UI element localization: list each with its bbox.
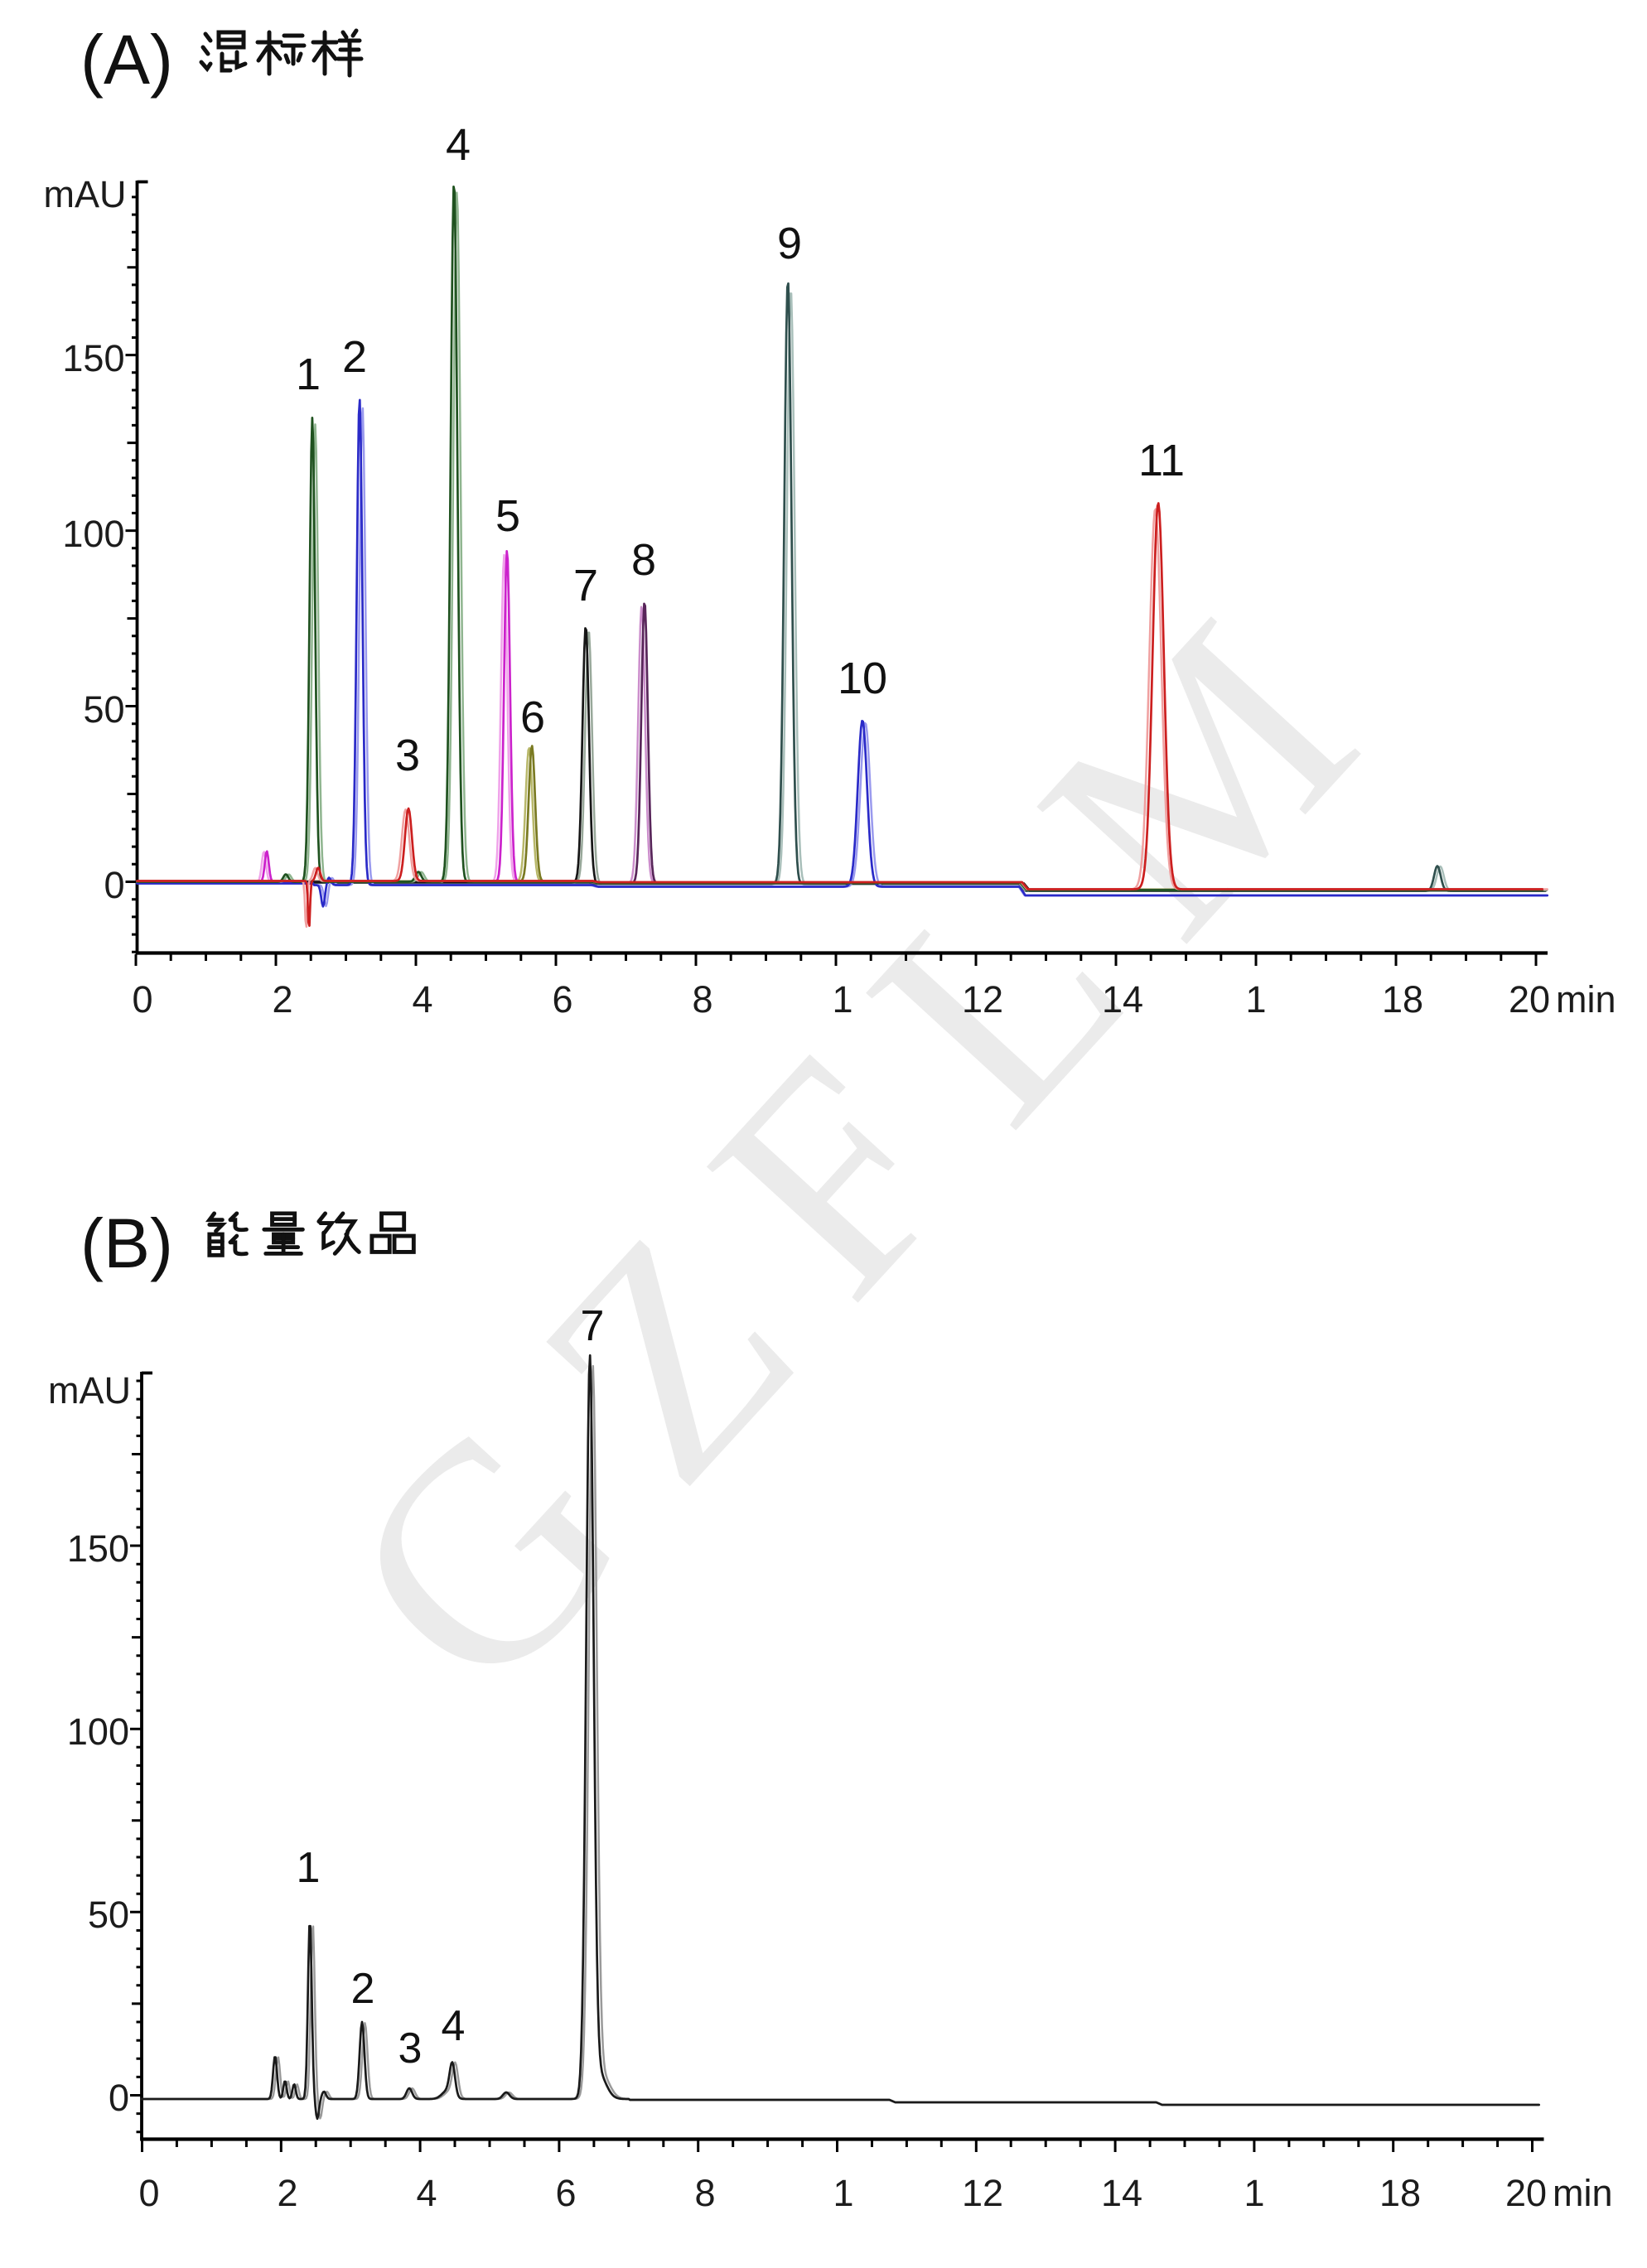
- svg-text:50: 50: [88, 1894, 129, 1936]
- svg-text:12: 12: [962, 2172, 1003, 2214]
- svg-text:7: 7: [581, 1302, 605, 1350]
- svg-text:1: 1: [1245, 978, 1266, 1021]
- svg-text:100: 100: [62, 513, 124, 555]
- svg-text:2: 2: [277, 2172, 297, 2214]
- svg-text:0: 0: [138, 2172, 159, 2214]
- svg-text:0: 0: [104, 864, 124, 906]
- svg-text:50: 50: [83, 688, 124, 731]
- svg-text:10: 10: [838, 654, 887, 703]
- svg-text:(A): (A): [80, 21, 173, 99]
- svg-text:1: 1: [1244, 2172, 1264, 2214]
- svg-text:3: 3: [398, 2024, 423, 2073]
- svg-text:8: 8: [694, 2172, 715, 2214]
- svg-text:2: 2: [342, 332, 367, 382]
- svg-text:11: 11: [1138, 436, 1185, 485]
- svg-text:1: 1: [297, 1844, 321, 1892]
- svg-text:14: 14: [1101, 2172, 1142, 2214]
- svg-text:4: 4: [442, 2002, 466, 2050]
- svg-text:1: 1: [296, 350, 321, 399]
- svg-text:20: 20: [1509, 978, 1550, 1021]
- svg-text:5: 5: [495, 491, 520, 541]
- svg-text:6: 6: [520, 692, 545, 742]
- svg-text:8: 8: [631, 535, 656, 585]
- svg-text:12: 12: [962, 978, 1003, 1021]
- svg-text:9: 9: [777, 219, 802, 268]
- svg-text:4: 4: [446, 120, 471, 170]
- svg-text:min: min: [1553, 2172, 1613, 2214]
- svg-text:100: 100: [67, 1711, 129, 1753]
- svg-text:6: 6: [555, 2172, 576, 2214]
- svg-text:18: 18: [1382, 978, 1423, 1021]
- svg-text:6: 6: [552, 978, 572, 1021]
- svg-text:3: 3: [395, 731, 420, 780]
- svg-text:150: 150: [67, 1527, 129, 1570]
- svg-text:mAU: mAU: [44, 173, 127, 215]
- svg-text:4: 4: [412, 978, 432, 1021]
- svg-text:mAU: mAU: [48, 1369, 131, 1411]
- svg-text:0: 0: [109, 2077, 129, 2119]
- svg-text:7: 7: [573, 561, 598, 610]
- svg-text:0: 0: [132, 978, 152, 1021]
- svg-text:min: min: [1556, 978, 1616, 1021]
- svg-text:150: 150: [62, 337, 124, 379]
- svg-text:1: 1: [833, 2172, 853, 2214]
- svg-text:4: 4: [416, 2172, 437, 2214]
- svg-text:18: 18: [1379, 2172, 1421, 2214]
- svg-text:8: 8: [692, 978, 712, 1021]
- svg-text:14: 14: [1102, 978, 1143, 1021]
- svg-text:2: 2: [272, 978, 292, 1021]
- svg-text:(B): (B): [80, 1204, 173, 1282]
- svg-text:2: 2: [351, 1965, 375, 2013]
- svg-text:1: 1: [832, 978, 852, 1021]
- svg-text:20: 20: [1505, 2172, 1547, 2214]
